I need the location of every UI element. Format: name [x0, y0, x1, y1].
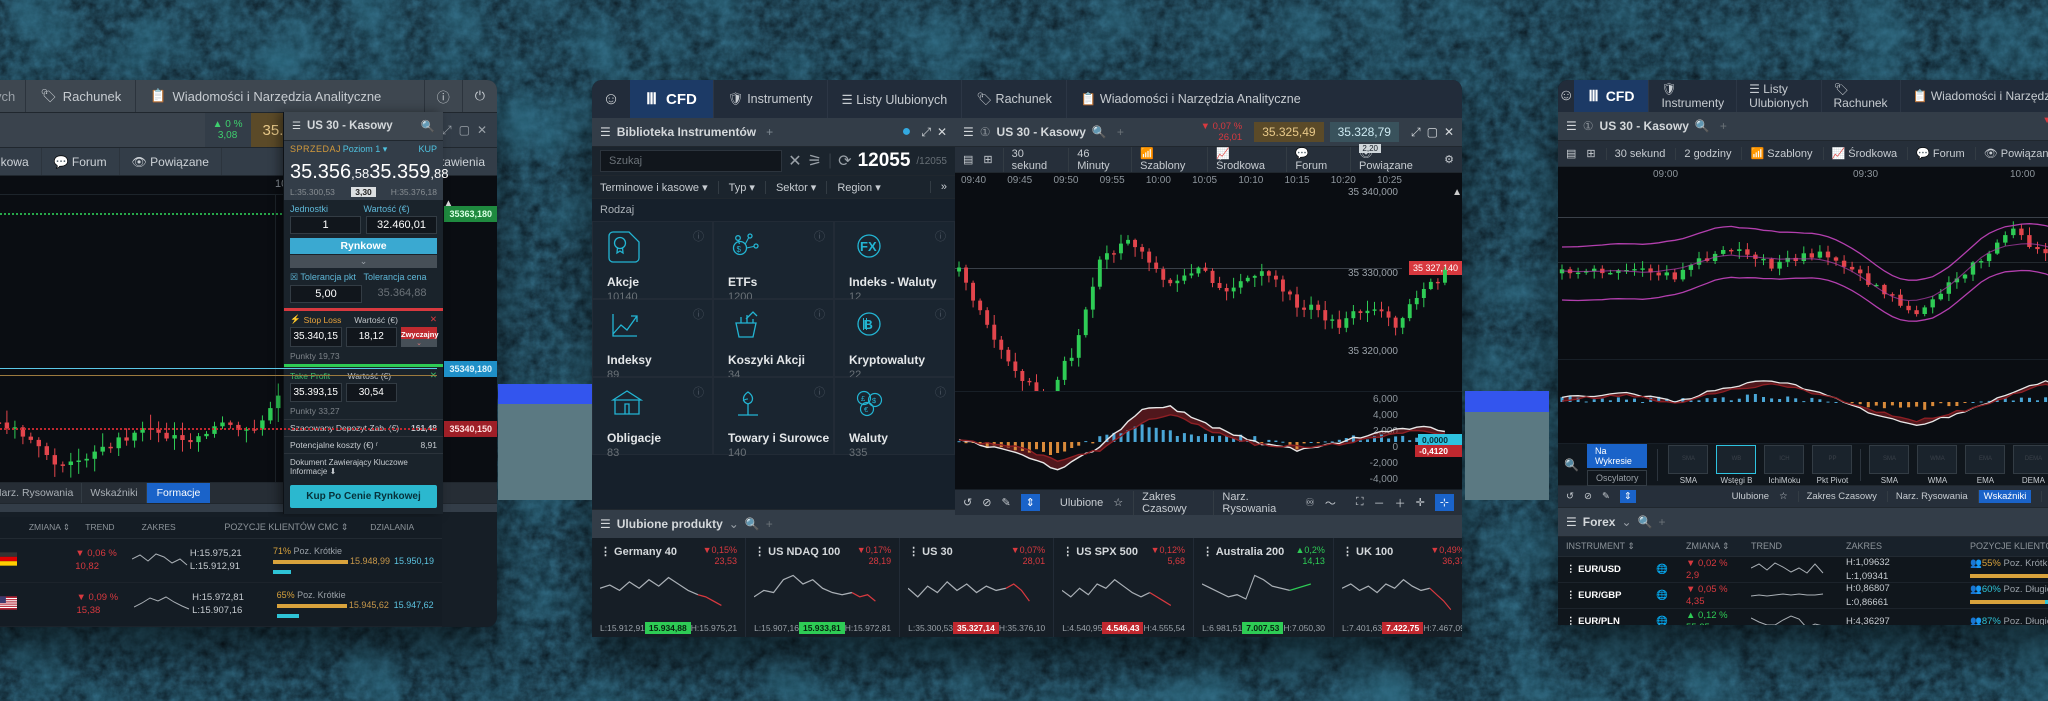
svg-text:$: $	[737, 245, 742, 254]
svg-text:FX: FX	[860, 239, 877, 254]
svg-text:£: £	[861, 394, 866, 403]
svg-text:€: €	[864, 405, 869, 414]
svg-text:B: B	[864, 317, 873, 332]
svg-text:$: $	[872, 396, 877, 405]
